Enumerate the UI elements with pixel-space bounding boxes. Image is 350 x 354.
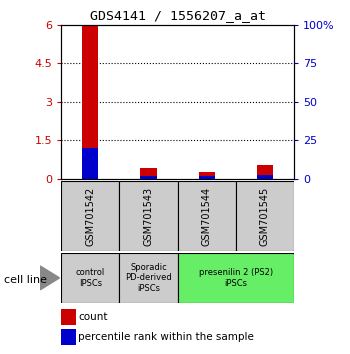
Polygon shape xyxy=(40,266,60,290)
Bar xyxy=(257,175,273,179)
Text: control
IPSCs: control IPSCs xyxy=(76,268,105,287)
Bar xyxy=(82,25,98,179)
Bar xyxy=(140,168,157,179)
Text: cell line: cell line xyxy=(4,275,47,285)
Bar xyxy=(61,329,76,345)
Text: GSM701542: GSM701542 xyxy=(85,186,95,246)
Bar xyxy=(198,172,215,179)
Text: presenilin 2 (PS2)
iPSCs: presenilin 2 (PS2) iPSCs xyxy=(199,268,273,287)
Bar xyxy=(61,253,119,303)
Text: GSM701543: GSM701543 xyxy=(144,186,154,246)
Text: GSM701545: GSM701545 xyxy=(260,186,270,246)
Bar xyxy=(177,253,294,303)
Text: percentile rank within the sample: percentile rank within the sample xyxy=(78,332,254,342)
Bar xyxy=(236,181,294,251)
Bar xyxy=(82,148,98,179)
Title: GDS4141 / 1556207_a_at: GDS4141 / 1556207_a_at xyxy=(90,9,266,22)
Text: count: count xyxy=(78,312,107,322)
Bar xyxy=(140,176,157,179)
Bar xyxy=(257,165,273,179)
Bar xyxy=(61,309,76,325)
Bar xyxy=(119,253,177,303)
Bar xyxy=(61,181,119,251)
Text: Sporadic
PD-derived
iPSCs: Sporadic PD-derived iPSCs xyxy=(125,263,172,293)
Bar xyxy=(177,181,236,251)
Text: GSM701544: GSM701544 xyxy=(202,186,212,246)
Bar xyxy=(198,176,215,179)
Bar xyxy=(119,181,177,251)
